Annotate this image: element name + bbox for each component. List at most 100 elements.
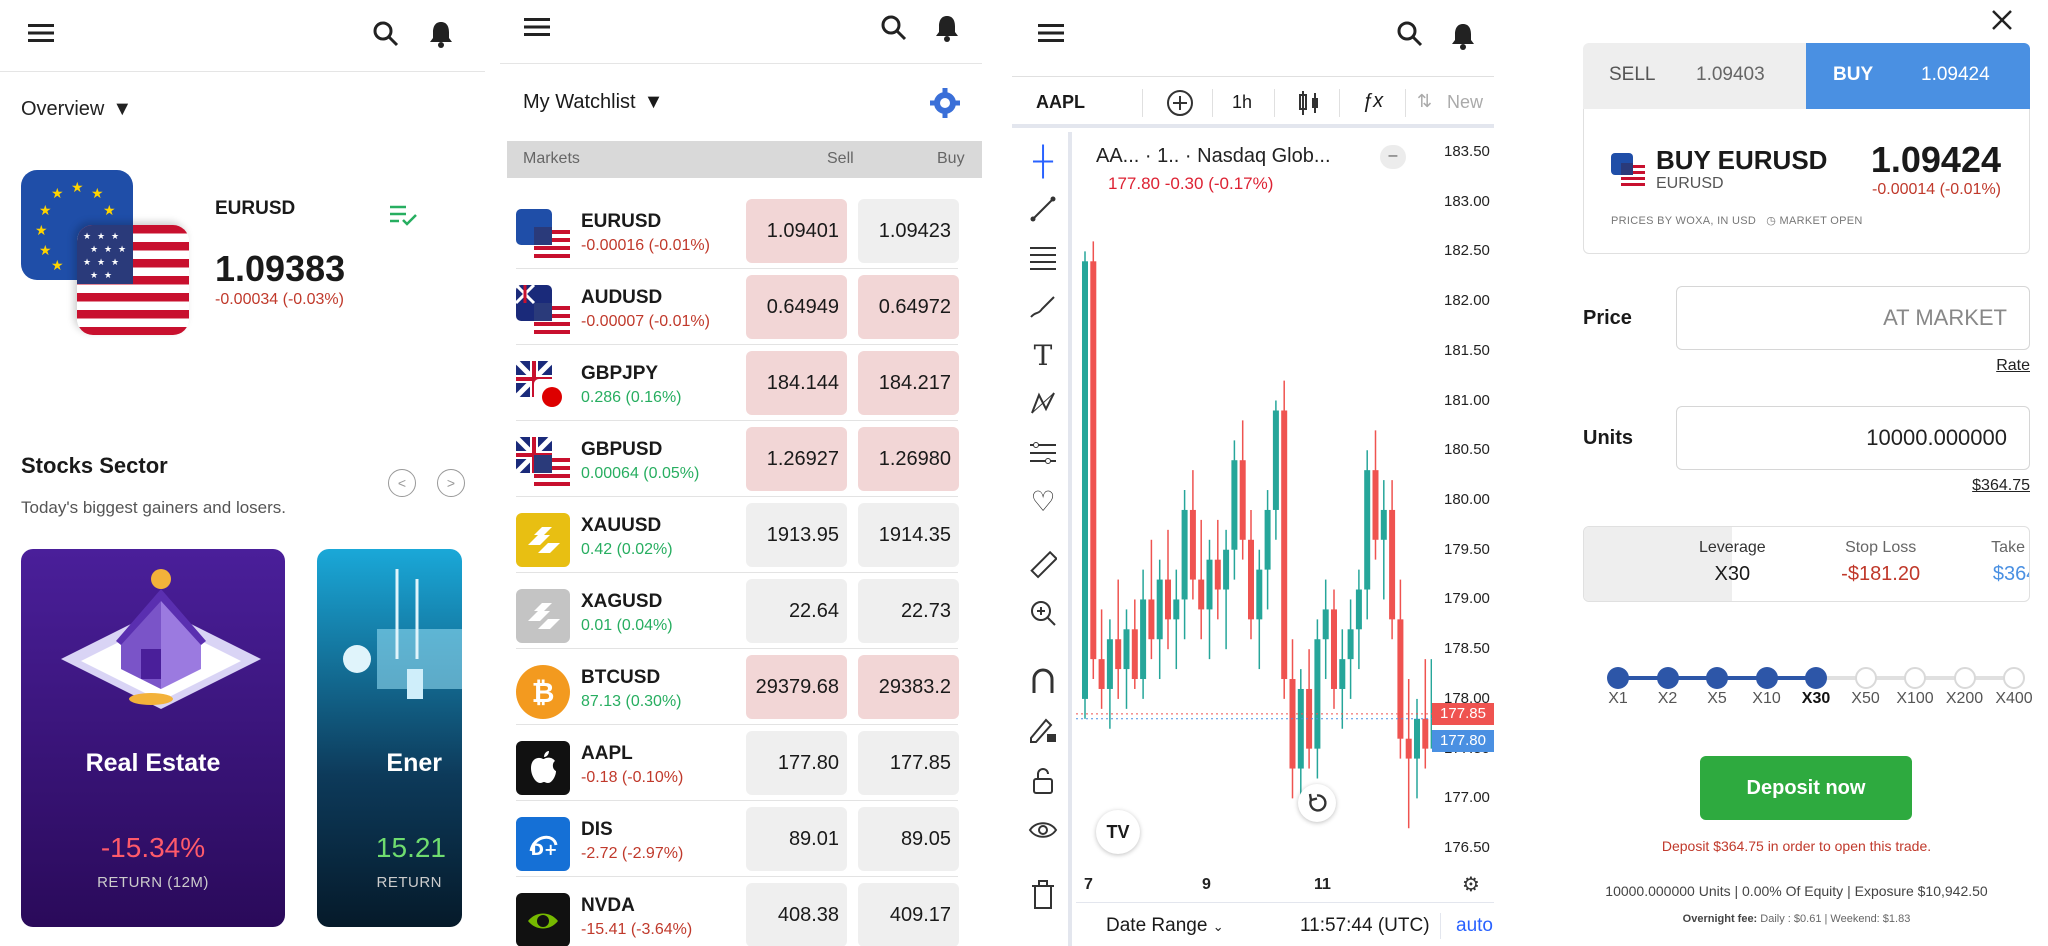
search-icon[interactable] bbox=[880, 14, 908, 42]
watchlist-dropdown[interactable]: My Watchlist ▼ bbox=[523, 91, 663, 114]
pencil-lock-icon[interactable] bbox=[1028, 714, 1058, 744]
overview-dropdown[interactable]: Overview ▼ bbox=[21, 98, 132, 121]
sell-price-button[interactable]: 1.09401 bbox=[746, 199, 847, 263]
buy-price-button[interactable]: 89.05 bbox=[858, 807, 959, 871]
chart-settings-gear-icon[interactable]: ⚙ bbox=[1462, 874, 1480, 896]
margin-link[interactable]: $364.75 bbox=[1972, 477, 2030, 494]
leverage-dot[interactable] bbox=[1755, 667, 1778, 689]
eye-visibility-icon[interactable] bbox=[1028, 816, 1058, 846]
watchlist-row[interactable]: AAPL -0.18 (-0.10%) 177.80 177.85 bbox=[516, 725, 959, 801]
tradingview-logo[interactable]: TV bbox=[1096, 810, 1140, 854]
leverage-option-label[interactable]: X5 bbox=[1707, 690, 1727, 707]
alert-arrows-icon[interactable]: ⇅ bbox=[1417, 91, 1433, 111]
ruler-icon[interactable] bbox=[1028, 550, 1058, 580]
gear-icon[interactable] bbox=[930, 88, 960, 118]
buy-price-button[interactable]: 0.64972 bbox=[858, 275, 959, 339]
leverage-option-label[interactable]: X100 bbox=[1896, 690, 1934, 707]
brush-icon[interactable] bbox=[1028, 292, 1058, 322]
units-field[interactable]: 10000.000000 bbox=[1676, 406, 2030, 470]
chevron-left-icon[interactable]: < bbox=[388, 469, 416, 497]
bell-icon[interactable] bbox=[934, 14, 960, 42]
pattern-icon[interactable] bbox=[1028, 388, 1058, 418]
unlock-icon[interactable] bbox=[1028, 766, 1058, 796]
buy-price-button[interactable]: 409.17 bbox=[858, 883, 959, 946]
deposit-now-button[interactable]: Deposit now bbox=[1700, 756, 1912, 820]
leverage-dot[interactable] bbox=[1607, 667, 1629, 689]
sell-price-button[interactable]: 1.26927 bbox=[746, 427, 847, 491]
timeframe-button[interactable]: 1h bbox=[1232, 92, 1253, 112]
buy-tab[interactable]: BUY 1.09424 bbox=[1806, 43, 2030, 109]
leverage-dot[interactable] bbox=[1854, 667, 1877, 689]
leverage-option-label[interactable]: X50 bbox=[1851, 690, 1880, 707]
watchlist-added-icon[interactable] bbox=[388, 203, 418, 227]
reset-chart-icon[interactable] bbox=[1298, 784, 1336, 822]
sell-price-button[interactable]: 22.64 bbox=[746, 579, 847, 643]
leverage-dot[interactable] bbox=[1904, 667, 1926, 689]
sell-price-button[interactable]: 0.64949 bbox=[746, 275, 847, 339]
leverage-dot[interactable] bbox=[2003, 667, 2025, 689]
crosshair-icon[interactable]: ┼ bbox=[1033, 145, 1053, 176]
candle-type-icon[interactable] bbox=[1297, 89, 1321, 117]
bell-icon[interactable] bbox=[1450, 22, 1476, 50]
watchlist-row[interactable]: XAGUSD 0.01 (0.04%) 22.64 22.73 bbox=[516, 573, 959, 649]
leverage-option-label[interactable]: X10 bbox=[1752, 690, 1781, 707]
sell-price-button[interactable]: 184.144 bbox=[746, 351, 847, 415]
leverage-dot[interactable] bbox=[1656, 667, 1679, 689]
watchlist-row[interactable]: GBPUSD 0.00064 (0.05%) 1.26927 1.26980 bbox=[514, 421, 959, 497]
sector-card-energy[interactable]: Ener 15.21 RETURN bbox=[317, 549, 462, 927]
leverage-option-label[interactable]: X200 bbox=[1945, 690, 1984, 707]
leverage-option-label[interactable]: X2 bbox=[1657, 690, 1678, 707]
utc-clock[interactable]: 11:57:44 (UTC) bbox=[1300, 915, 1430, 936]
trend-line-icon[interactable] bbox=[1028, 194, 1058, 224]
leverage-option-label[interactable]: X30 bbox=[1801, 690, 1831, 707]
leverage-dot[interactable] bbox=[1706, 667, 1728, 689]
watchlist-row[interactable]: NVDA -15.41 (-3.64%) 408.38 409.17 bbox=[516, 877, 959, 946]
buy-price-button[interactable]: 29383.2 bbox=[858, 655, 959, 719]
candlestick-chart[interactable] bbox=[1076, 132, 1432, 868]
buy-price-button[interactable]: 1914.35 bbox=[858, 503, 959, 567]
measure-lines-icon[interactable] bbox=[1028, 438, 1058, 468]
sell-price-button[interactable]: 1913.95 bbox=[746, 503, 847, 567]
leverage-slider[interactable] bbox=[1607, 667, 2025, 689]
sell-price-button[interactable]: 29379.68 bbox=[746, 655, 847, 719]
watchlist-row[interactable]: ₿ BTCUSD 87.13 (0.30%) 29379.68 29383.2 bbox=[516, 649, 959, 725]
close-icon[interactable] bbox=[1990, 8, 2014, 32]
date-range-button[interactable]: Date Range ⌄ bbox=[1106, 915, 1224, 936]
sell-price-button[interactable]: 89.01 bbox=[746, 807, 847, 871]
buy-price-button[interactable]: 22.73 bbox=[858, 579, 959, 643]
add-symbol-icon[interactable] bbox=[1166, 89, 1194, 117]
buy-price-button[interactable]: 177.85 bbox=[858, 731, 959, 795]
leverage-option-label[interactable]: X1 bbox=[1608, 690, 1628, 707]
leverage-dot[interactable] bbox=[1953, 667, 1976, 689]
buy-price-button[interactable]: 1.26980 bbox=[858, 427, 959, 491]
watchlist-row[interactable]: D+ DIS -2.72 (-2.97%) 89.01 89.05 bbox=[516, 801, 959, 877]
chevron-right-icon[interactable]: > bbox=[437, 469, 465, 497]
sell-price-button[interactable]: 177.80 bbox=[746, 731, 847, 795]
search-icon[interactable] bbox=[1396, 20, 1424, 48]
buy-price-button[interactable]: 184.217 bbox=[858, 351, 959, 415]
symbol-button[interactable]: AAPL bbox=[1036, 92, 1085, 112]
sell-price-button[interactable]: 408.38 bbox=[746, 883, 847, 946]
fib-lines-icon[interactable] bbox=[1028, 242, 1058, 272]
watchlist-row[interactable]: XAUUSD 0.42 (0.02%) 1913.95 1914.35 bbox=[516, 497, 959, 573]
bell-icon[interactable] bbox=[428, 20, 454, 48]
trash-icon[interactable] bbox=[1028, 880, 1058, 910]
heart-favorite-icon[interactable]: ♡ bbox=[1030, 485, 1056, 517]
zoom-in-icon[interactable] bbox=[1028, 598, 1058, 628]
hamburger-menu-icon[interactable] bbox=[524, 16, 552, 38]
leverage-dot[interactable] bbox=[1805, 667, 1827, 689]
stop-loss-tab[interactable]: Stop Loss -$181.20 bbox=[1732, 527, 1920, 601]
watchlist-row[interactable]: EURUSD -0.00016 (-0.01%) 1.09401 1.09423 bbox=[516, 193, 959, 269]
price-field[interactable]: AT MARKET bbox=[1676, 286, 2030, 350]
hamburger-menu-icon[interactable] bbox=[1038, 22, 1066, 44]
take-profit-tab[interactable]: Take Profit $364.40 bbox=[1881, 527, 2029, 601]
leverage-option-label[interactable]: X400 bbox=[1995, 690, 2033, 707]
indicators-fx-icon[interactable]: ƒx bbox=[1362, 90, 1384, 112]
buy-price-button[interactable]: 1.09423 bbox=[858, 199, 959, 263]
watchlist-row[interactable]: GBPJPY 0.286 (0.16%) 184.144 184.217 bbox=[514, 345, 959, 421]
sector-card-real-estate[interactable]: Real Estate -15.34% RETURN (12M) bbox=[21, 549, 285, 927]
rate-link[interactable]: Rate bbox=[1996, 357, 2030, 374]
leverage-tab[interactable]: Leverage X30 bbox=[1584, 527, 1766, 601]
text-tool-icon[interactable]: T bbox=[1033, 338, 1053, 372]
new-layout[interactable]: New bbox=[1447, 92, 1484, 112]
